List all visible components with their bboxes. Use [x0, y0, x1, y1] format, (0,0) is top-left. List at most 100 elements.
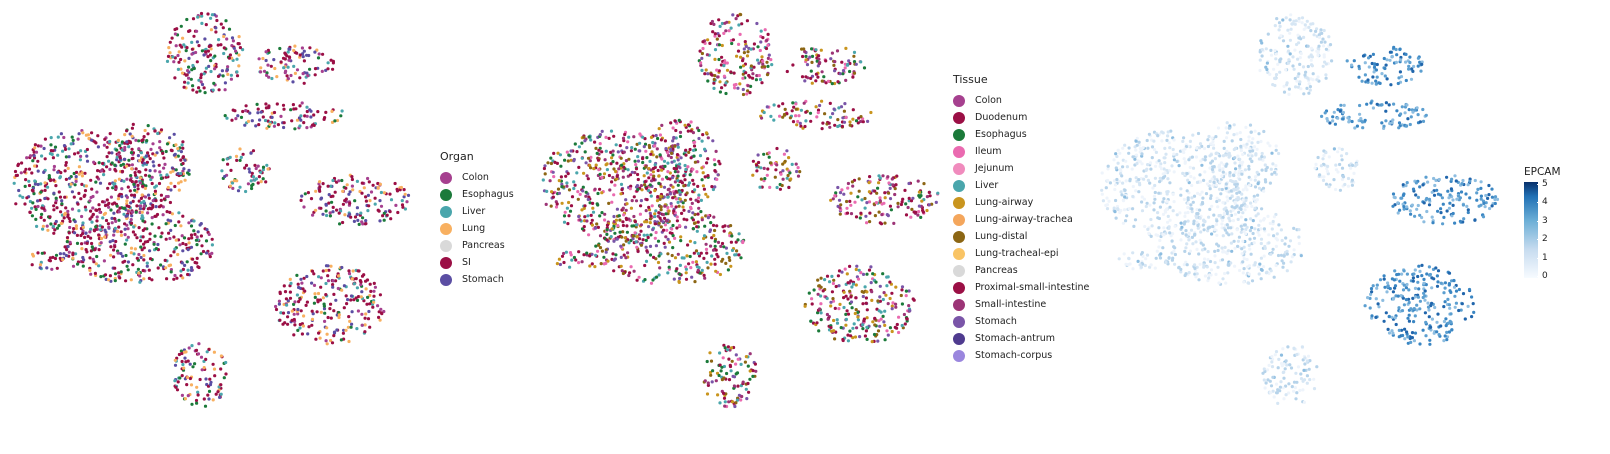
cell-point [833, 60, 837, 64]
cell-point [1217, 187, 1222, 191]
cell-point [713, 239, 717, 243]
cell-point [1358, 112, 1362, 116]
cell-point [1175, 159, 1179, 163]
cell-point [54, 196, 58, 200]
cell-point [111, 202, 115, 206]
cell-point [128, 178, 133, 182]
cell-point [1260, 151, 1264, 156]
cell-point [153, 185, 157, 189]
cell-point [705, 392, 710, 396]
cell-point [235, 57, 239, 61]
cell-point [360, 274, 365, 278]
cell-point [638, 141, 642, 145]
cell-point [341, 202, 345, 206]
cell-point [718, 162, 722, 166]
cell-point [288, 290, 292, 294]
cell-point [1274, 148, 1278, 152]
cell-point [73, 152, 77, 156]
cell-point [262, 69, 267, 73]
cell-point [295, 118, 300, 122]
cell-point [223, 88, 227, 92]
cell-point [670, 160, 674, 164]
cell-point [319, 285, 323, 289]
cell-point [742, 51, 746, 55]
cell-point [835, 318, 839, 322]
cell-point [107, 225, 111, 229]
cell-point [1341, 110, 1345, 115]
cell-point [614, 143, 618, 147]
cell-point [367, 309, 371, 314]
cell-point [68, 219, 72, 223]
cell-point [778, 187, 782, 191]
cell-point [860, 198, 864, 202]
cell-point [1153, 197, 1157, 201]
cell-point [1301, 65, 1306, 69]
cell-point [36, 159, 40, 163]
cell-point [324, 339, 328, 343]
cell-point [84, 184, 88, 188]
cell-point [1166, 214, 1170, 218]
cell-point [728, 363, 732, 367]
cell-point [1221, 167, 1225, 171]
cell-point [718, 351, 722, 355]
legend-swatch [440, 205, 452, 218]
cell-point [744, 44, 748, 49]
cell-point [388, 192, 392, 196]
cell-point [207, 232, 211, 236]
cell-point [1127, 151, 1131, 155]
cell-point [238, 158, 242, 162]
cell-point [656, 136, 660, 141]
cell-point [746, 89, 750, 93]
cell-point [832, 63, 836, 67]
cell-point [293, 71, 297, 75]
cell-point [1305, 86, 1309, 90]
cell-point [797, 114, 801, 118]
cell-point [218, 395, 222, 399]
cell-point [248, 111, 252, 115]
cell-point [305, 53, 309, 57]
cell-point [676, 158, 680, 162]
cell-point [49, 222, 53, 226]
cell-point [214, 30, 218, 34]
cell-point [187, 237, 191, 241]
cell-point [1238, 164, 1242, 168]
cell-point [920, 199, 924, 203]
cell-point [1211, 183, 1215, 187]
cell-point [1202, 146, 1207, 151]
cell-point [656, 195, 660, 199]
cell-point [144, 173, 148, 177]
cell-point [1421, 119, 1426, 123]
cell-point [577, 261, 581, 265]
cell-point [832, 278, 836, 282]
cell-point [1194, 155, 1198, 159]
cell-point [1144, 204, 1148, 209]
cell-point [364, 199, 368, 203]
cell-point [683, 123, 687, 127]
cell-point [1178, 211, 1182, 215]
cell-point [184, 243, 188, 247]
cell-point [52, 208, 56, 212]
cell-point [343, 199, 347, 203]
cell-point [1266, 32, 1270, 36]
cell-point [360, 312, 364, 316]
cell-point [820, 127, 824, 131]
cell-point [867, 200, 872, 204]
cell-point [559, 175, 563, 179]
cell-point [219, 22, 223, 26]
cell-point [1122, 208, 1127, 212]
cell-point [66, 215, 70, 219]
cell-point [706, 157, 710, 161]
cell-point [32, 192, 36, 196]
cell-point [634, 240, 638, 244]
cell-point [274, 307, 279, 312]
cell-point [284, 69, 288, 73]
cell-point [658, 197, 662, 201]
cell-point [115, 204, 119, 208]
cell-point [47, 258, 51, 262]
cell-point [910, 207, 914, 211]
cell-point [1114, 198, 1118, 203]
cell-point [912, 298, 916, 302]
cell-point [40, 206, 44, 210]
cell-point [657, 174, 661, 178]
cell-point [1269, 48, 1273, 53]
